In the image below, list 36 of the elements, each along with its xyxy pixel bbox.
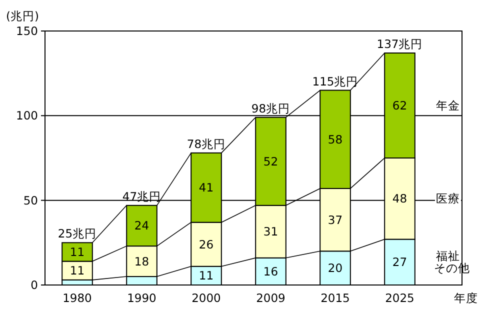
x-axis-title: 年度	[454, 291, 478, 305]
data-label: 48	[392, 192, 408, 206]
data-label: 16	[263, 264, 278, 278]
data-label: 27	[392, 255, 408, 270]
data-label: 41	[198, 180, 214, 195]
x-tick-label: 2025	[385, 291, 414, 305]
total-label: 25兆円	[58, 226, 97, 241]
data-label: 37	[328, 212, 343, 227]
total-label: 137兆円	[376, 37, 423, 52]
data-label: 31	[263, 224, 278, 239]
series-label: 医療	[436, 192, 460, 206]
y-tick-label: 50	[23, 193, 38, 208]
x-tick-label: 2000	[192, 291, 221, 305]
data-label: 18	[134, 254, 150, 268]
series-label: 年金	[436, 98, 460, 113]
y-tick-label: 100	[16, 108, 38, 123]
y-tick-label: 150	[16, 24, 38, 38]
total-label: 98兆円	[251, 101, 290, 116]
data-label: 24	[134, 218, 150, 233]
data-label: 11	[198, 268, 214, 283]
data-label: 26	[198, 237, 214, 252]
y-axis-title: (兆円)	[6, 9, 39, 23]
x-tick-label: 2015	[320, 291, 350, 305]
x-tick-label: 1980	[62, 291, 92, 305]
data-label: 52	[263, 154, 278, 168]
total-label: 78兆円	[186, 136, 226, 151]
x-tick-label: 1990	[127, 291, 156, 305]
data-label: 58	[328, 132, 343, 146]
total-label: 115兆円	[312, 74, 358, 88]
total-label: 47兆円	[122, 189, 162, 204]
data-label: 11	[70, 244, 85, 259]
data-label: 20	[328, 261, 343, 276]
data-label: 62	[392, 98, 408, 113]
y-tick-label: 0	[30, 278, 38, 292]
data-label: 11	[70, 264, 85, 278]
x-tick-label: 2009	[256, 291, 286, 305]
